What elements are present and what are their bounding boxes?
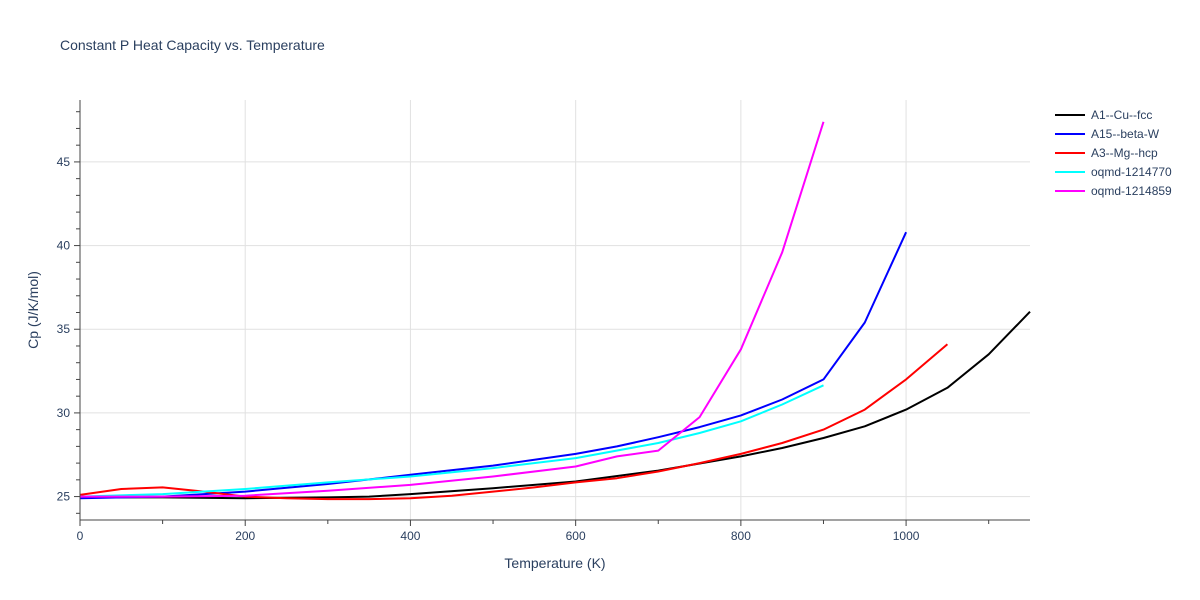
x-tick-label: 800 xyxy=(731,529,751,543)
legend-item[interactable]: A3--Mg--hcp xyxy=(1055,146,1158,160)
legend-label: A3--Mg--hcp xyxy=(1091,146,1158,160)
legend-label: A1--Cu--fcc xyxy=(1091,108,1152,122)
legend-label: A15--beta-W xyxy=(1091,127,1160,141)
x-tick-label: 400 xyxy=(400,529,420,543)
x-tick-label: 0 xyxy=(77,529,84,543)
series-line-oqmd-1214770 xyxy=(79,384,824,498)
legend-label: oqmd-1214859 xyxy=(1091,184,1172,198)
series-lines xyxy=(79,121,1031,501)
y-tick-label: 30 xyxy=(57,406,71,420)
series-line-A15--beta-W xyxy=(79,231,908,500)
x-tick-label: 200 xyxy=(235,529,255,543)
legend-item[interactable]: A1--Cu--fcc xyxy=(1055,108,1152,122)
series-line-oqmd-1214859 xyxy=(80,121,825,498)
y-tick-label: 25 xyxy=(57,490,71,504)
legend-item[interactable]: A15--beta-W xyxy=(1055,127,1160,141)
y-tick-label: 40 xyxy=(57,239,71,253)
series-line-A3--Mg--hcp xyxy=(79,343,949,501)
y-axis-label: Cp (J/K/mol) xyxy=(25,271,41,349)
y-tick-label: 45 xyxy=(57,155,71,169)
legend-label: oqmd-1214770 xyxy=(1091,165,1172,179)
axes: 0 200 400 600 800 1000 25 30 35 40 45 xyxy=(57,100,1030,543)
legend-item[interactable]: oqmd-1214770 xyxy=(1055,165,1172,179)
series-line-A1--Cu--fcc xyxy=(80,311,1031,500)
chart-title: Constant P Heat Capacity vs. Temperature xyxy=(60,37,325,53)
legend-item[interactable]: oqmd-1214859 xyxy=(1055,184,1172,198)
x-tick-label: 1000 xyxy=(893,529,920,543)
x-tick-label: 600 xyxy=(566,529,586,543)
legend: A1--Cu--fcc A15--beta-W A3--Mg--hcp oqmd-12… xyxy=(1055,108,1172,198)
y-tick-label: 35 xyxy=(57,322,71,336)
x-axis-label: Temperature (K) xyxy=(504,555,605,571)
grid xyxy=(80,100,1030,520)
